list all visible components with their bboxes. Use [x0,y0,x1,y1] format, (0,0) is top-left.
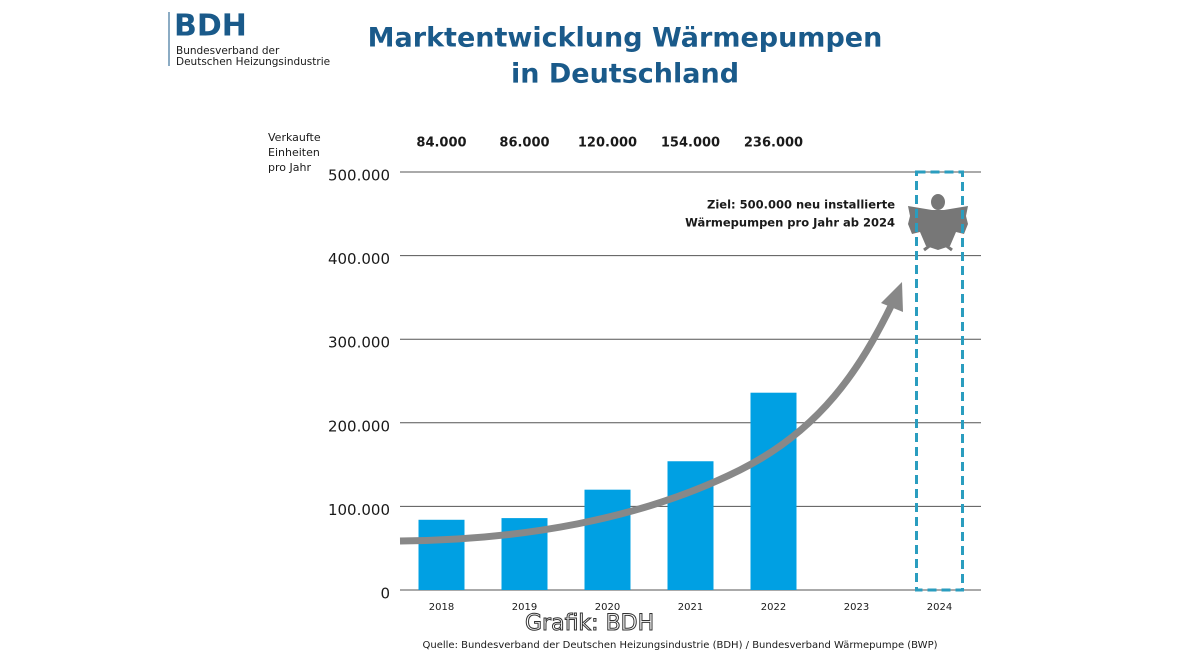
value-label: 236.000 [744,136,803,151]
grid: 0 100.000 200.000 300.000 400.000 500.000 [328,167,981,603]
y-tick-label: 200.000 [328,417,390,435]
y-axis-label: Einheiten [268,146,320,159]
trend-arrow [399,300,897,545]
x-tick-label: 2021 [678,602,703,613]
bar [418,519,465,590]
bar [750,392,797,590]
x-tick-label: 2023 [844,602,869,613]
x-tick-label: 2024 [927,602,952,613]
value-label: 120.000 [578,136,637,151]
bars [418,392,797,590]
value-label: 154.000 [661,136,720,151]
x-tick-label: 2018 [429,602,454,613]
logo-line: Deutschen Heizungsindustrie [176,56,330,68]
y-tick-label: 0 [380,585,390,603]
x-tick-label: 2020 [595,602,620,613]
y-tick-label: 100.000 [328,501,390,519]
y-tick-label: 400.000 [328,250,390,268]
source: Quelle: Bundesverband der Deutschen Heiz… [423,640,938,651]
eagle-emblem [908,194,968,252]
bar [667,461,714,590]
logo-line: Bundesverband der [176,45,280,57]
value-label: 86.000 [499,136,549,151]
value-label: 84.000 [416,136,466,151]
y-axis-label: pro Jahr [268,161,311,174]
target-label: Ziel: 500.000 neu installierte [707,198,895,212]
chart-title: Marktentwicklung Wärmepumpen [368,23,883,54]
x-tick-label: 2019 [512,602,537,613]
target-box [915,170,964,592]
target-label: Wärmepumpen pro Jahr ab 2024 [685,216,895,230]
logo-name: BDH [174,9,247,44]
bar [584,489,631,590]
x-tick-label: 2022 [761,602,786,613]
chart-title: in Deutschland [511,59,739,90]
y-tick-label: 300.000 [328,334,390,352]
credit: Grafik: BDH [525,611,654,636]
arrow-head [881,282,903,312]
y-tick-label: 500.000 [328,167,390,185]
y-axis-label: Verkaufte [268,131,321,144]
